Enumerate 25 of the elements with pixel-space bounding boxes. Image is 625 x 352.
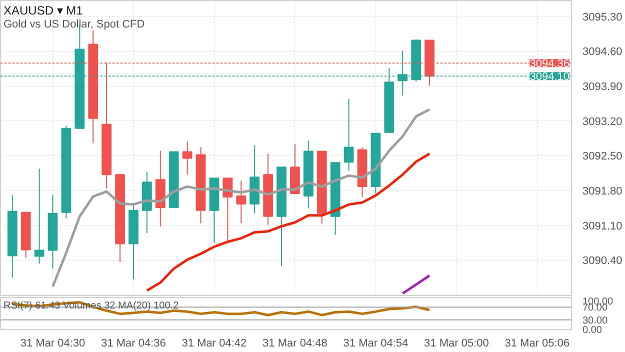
y-tick-label: 3092.50 [582,150,622,163]
y-tick-label: 3091.80 [582,186,622,198]
chart-title: XAUUSD ▾ M1 [4,4,84,18]
candlestick [182,141,192,176]
candlestick [34,168,44,264]
y-tick-label: 3091.10 [582,220,622,232]
y-tick-label: 0.00 [582,325,602,336]
line-series [52,108,431,288]
y-tick-label: 30.00 [582,315,608,326]
y-tick-label: 3093.20 [582,116,622,128]
x-tick-label: 31 Mar 04:48 [262,338,328,350]
y-tick-label: 3090.40 [582,255,622,268]
candlestick [236,180,246,224]
x-tick-label: 31 Mar 04:54 [343,338,408,350]
y-tick-label: 3095.30 [582,11,622,24]
y-tick-label: 3094.60 [582,46,622,58]
x-tick-label: 31 Mar 05:00 [424,338,489,350]
y-tick-label: 3093.90 [582,81,622,94]
x-tick-label: 31 Mar 05:06 [504,338,570,350]
text: Gold vs US Dollar, Spot CFD [4,18,145,30]
line-series [146,152,431,292]
candlestick [344,98,354,172]
x-tick-label: 31 Mar 04:30 [20,338,86,350]
x-tick-label: 31 Mar 04:36 [101,338,166,350]
x-tick-label: 31 Mar 04:42 [182,338,247,350]
